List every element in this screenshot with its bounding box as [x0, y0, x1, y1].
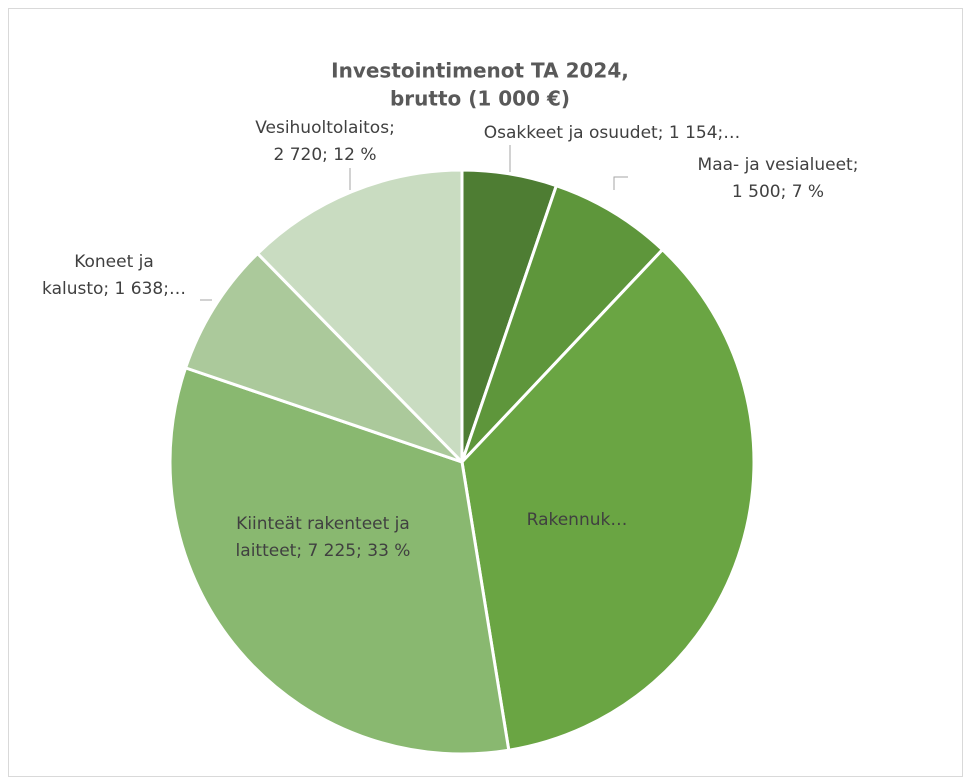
data-label: 2 720; 12 %	[274, 145, 377, 165]
data-label: kalusto; 1 638;…	[42, 279, 186, 299]
data-label: Vesihuoltolaitos;	[255, 118, 395, 138]
data-label: Osakkeet ja osuudet; 1 154;…	[484, 123, 741, 143]
pie-slice	[168, 365, 511, 756]
data-label: laitteet; 7 225; 33 %	[236, 541, 411, 561]
data-label: Koneet ja	[74, 252, 154, 272]
pie-slice	[255, 168, 464, 466]
chart-title: Investointimenot TA 2024,	[331, 59, 629, 83]
leader-line	[613, 176, 628, 190]
pie-slice	[460, 247, 756, 752]
pie-slice	[183, 251, 464, 464]
data-label: 1 500; 7 %	[732, 182, 824, 202]
data-label: Maa- ja vesialueet;	[698, 155, 859, 175]
data-label: Rakennuk…	[527, 510, 628, 530]
chart-title: brutto (1 000 €)	[390, 87, 570, 111]
data-label: Kiinteät rakenteet ja	[236, 514, 410, 534]
pie-slice	[460, 183, 665, 464]
